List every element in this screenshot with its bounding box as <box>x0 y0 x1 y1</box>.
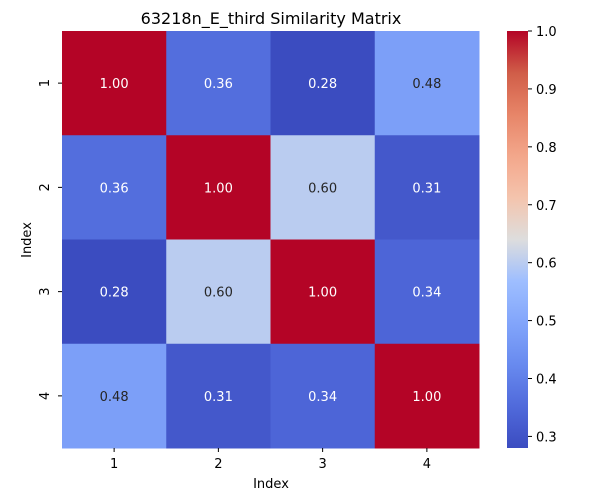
y-axis-ticks: 1 2 3 4 <box>38 79 62 400</box>
x-tick-label: 2 <box>214 457 222 472</box>
cell-value-label: 0.36 <box>204 77 233 92</box>
colorbar-tick-label: 0.9 <box>536 83 557 98</box>
heatmap-cell <box>374 31 480 136</box>
x-tick-label: 3 <box>318 457 326 472</box>
cell-value-label: 0.48 <box>100 390 129 405</box>
cell-value-label: 0.34 <box>412 286 441 301</box>
colorbar-tick-label: 0.7 <box>536 199 557 214</box>
cell-value-label: 0.60 <box>204 286 233 301</box>
colorbar-tick-label: 0.5 <box>536 315 557 330</box>
colorbar-ticks: 0.3 0.4 0.5 0.6 0.7 0.8 0.9 1.0 <box>528 25 557 445</box>
cell-value-label: 0.28 <box>100 286 129 301</box>
colorbar-tick-label: 1.0 <box>536 25 557 40</box>
heatmap-cell <box>270 135 376 240</box>
y-tick-label: 3 <box>38 287 53 295</box>
x-axis-label: Index <box>253 477 289 492</box>
heatmap-cell <box>374 239 480 345</box>
x-axis-ticks: 1 2 3 4 <box>110 448 431 472</box>
cell-value-label: 0.31 <box>412 181 441 196</box>
cell-value-label: 1.00 <box>308 286 337 301</box>
cell-value-label: 0.31 <box>204 390 233 405</box>
cell-value-label: 1.00 <box>412 390 441 405</box>
colorbar-tick-label: 0.8 <box>536 141 557 156</box>
heatmap-cell <box>166 343 271 449</box>
colorbar-tick-label: 0.4 <box>536 373 557 388</box>
heatmap-cell <box>270 31 376 136</box>
colorbar-tick-label: 0.3 <box>536 430 557 445</box>
colorbar-tick-label: 0.6 <box>536 257 557 272</box>
heatmap-cell <box>166 239 271 345</box>
heatmap-cell <box>374 135 480 240</box>
y-tick-label: 2 <box>38 183 53 191</box>
heatmap-cell <box>270 343 376 449</box>
colorbar <box>507 31 528 448</box>
cell-value-label: 0.28 <box>308 77 337 92</box>
y-axis-label: Index <box>20 222 35 258</box>
chart-title: 63218n_E_third Similarity Matrix <box>141 9 402 29</box>
heatmap-cells <box>62 31 480 449</box>
heatmap-cell <box>374 343 480 449</box>
x-tick-label: 1 <box>110 457 118 472</box>
heatmap-cell-labels: 1.00 0.36 0.28 0.48 0.36 1.00 0.60 0.31 0.28 0.60… <box>100 77 442 405</box>
cell-value-label: 1.00 <box>100 77 129 92</box>
y-tick-label: 4 <box>38 392 53 400</box>
cell-value-label: 0.34 <box>308 390 337 405</box>
cell-value-label: 1.00 <box>204 181 233 196</box>
heatmap-cell <box>166 31 271 136</box>
heatmap-cell <box>166 135 271 240</box>
heatmap-cell <box>270 239 376 345</box>
cell-value-label: 0.60 <box>308 181 337 196</box>
x-tick-label: 4 <box>423 457 431 472</box>
y-tick-label: 1 <box>38 79 53 87</box>
heatmap-cell <box>62 31 167 136</box>
heatmap-cell <box>62 343 167 449</box>
heatmap-cell <box>62 135 167 240</box>
cell-value-label: 0.48 <box>412 77 441 92</box>
heatmap-cell <box>62 239 167 345</box>
cell-value-label: 0.36 <box>100 181 129 196</box>
